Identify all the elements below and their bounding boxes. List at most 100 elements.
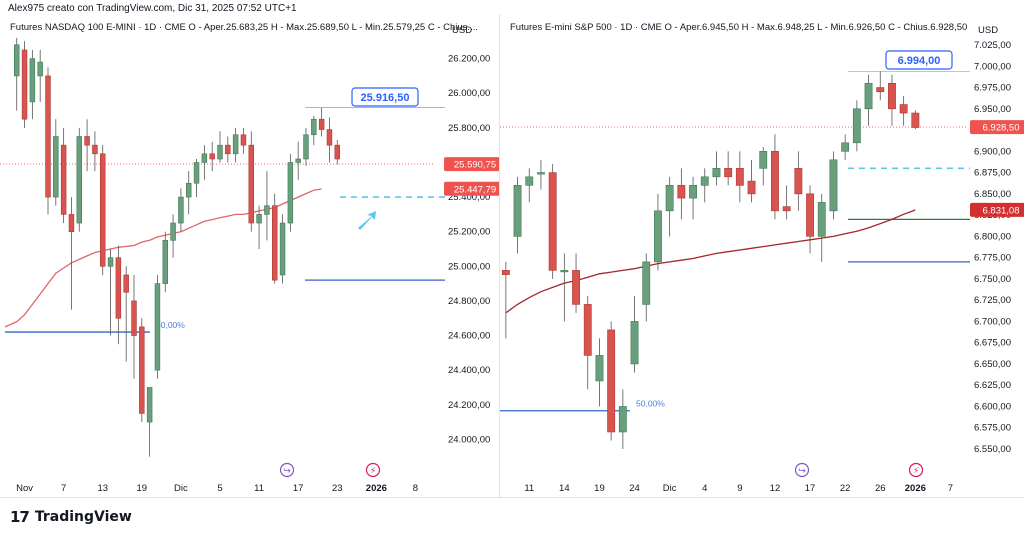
moving-average-tag: 25.447,79	[454, 184, 496, 195]
x-tick-label: 24	[629, 483, 640, 494]
candle	[665, 176, 674, 237]
candle	[548, 164, 557, 279]
candle-body	[279, 222, 286, 276]
y-tick-label: 6.875,00	[974, 168, 1011, 179]
y-tick-label: 6.650,00	[974, 359, 1011, 370]
candle-body	[677, 185, 686, 199]
candle	[193, 159, 200, 198]
candle	[583, 295, 592, 390]
candle-body	[37, 61, 43, 77]
author-line: Alex975 creato con TradingView.com, Dic …	[8, 3, 297, 14]
candle-body	[911, 112, 920, 128]
candle-body	[829, 159, 838, 212]
svg-text:↪: ↪	[798, 467, 806, 477]
x-tick-label: 9	[737, 483, 742, 494]
candle	[864, 74, 873, 126]
candle	[14, 37, 20, 111]
y-tick-label: 6.675,00	[974, 338, 1011, 349]
x-tick-label: 8	[413, 483, 418, 494]
y-tick-label: 6.700,00	[974, 316, 1011, 327]
nasdaq-legend: Futures NASDAQ 100 E-MINI · 1D · CME O -…	[10, 22, 478, 33]
x-tick-label: 7	[61, 483, 66, 494]
candle	[572, 253, 580, 313]
tradingview-name: TradingView	[34, 509, 132, 525]
y-tick-label: 25.000,00	[448, 261, 490, 272]
y-tick-label: 6.750,00	[974, 274, 1011, 285]
candle	[829, 151, 838, 220]
candle-body	[60, 144, 67, 215]
candle	[334, 139, 340, 165]
candle-body	[209, 153, 215, 160]
candle	[677, 168, 686, 220]
candle	[115, 245, 122, 345]
sp500-chart-canvas[interactable]: 7.025,007.000,006.975,006.950,006.925,00…	[500, 14, 1024, 498]
candle-body	[654, 210, 662, 263]
candle-body	[170, 222, 176, 241]
candle	[53, 119, 59, 206]
candle-body	[583, 304, 592, 356]
y-tick-label: 24.400,00	[448, 365, 490, 376]
candle-body	[123, 274, 129, 293]
x-tick-label: 22	[840, 483, 851, 494]
candle-body	[642, 261, 651, 305]
candle-body	[217, 144, 223, 160]
candle	[303, 127, 309, 166]
candle	[186, 171, 192, 215]
fib-label: 50,00%	[636, 399, 665, 409]
x-tick-label: Dic	[663, 483, 677, 494]
candle	[225, 136, 231, 163]
candle	[37, 49, 43, 102]
candle-body	[84, 136, 90, 146]
candle-body	[256, 214, 262, 224]
up-arrow-icon	[358, 211, 376, 230]
candle	[771, 134, 779, 220]
candle	[841, 134, 850, 160]
candle-body	[154, 283, 161, 371]
nasdaq-chart-canvas[interactable]: 26.200,00 26.000,00 25.800,00 25.400,00 25.2…	[0, 14, 500, 498]
dividend-icon[interactable]: ↪	[794, 462, 810, 478]
candle	[794, 151, 803, 211]
candle	[876, 71, 885, 101]
candle-body	[225, 144, 231, 155]
candle-body	[572, 270, 580, 305]
candle	[852, 100, 861, 152]
y-tick-label: 6.550,00	[974, 444, 1011, 455]
candle	[272, 193, 278, 284]
dividend-icon[interactable]: ↪	[279, 462, 295, 478]
candle-body	[248, 144, 254, 224]
candle-body	[841, 142, 850, 152]
candle	[107, 249, 114, 336]
tradingview-brand[interactable]: 17 TradingView	[10, 508, 132, 526]
last-price-tag: 25.590,75	[454, 160, 496, 171]
candle-body	[724, 168, 733, 178]
candle	[287, 153, 294, 232]
sp500-chart-panel[interactable]: 7.025,007.000,006.975,006.950,006.925,00…	[500, 14, 1024, 498]
candle	[100, 145, 106, 275]
nasdaq-chart-panel[interactable]: 26.200,00 26.000,00 25.800,00 25.400,00 25.2…	[0, 14, 500, 498]
flash-icon[interactable]: ⚡	[365, 462, 381, 478]
candle-body	[771, 151, 779, 212]
candle-body	[899, 104, 908, 114]
candle-body	[864, 82, 873, 110]
y-tick-label: 6.800,00	[974, 231, 1011, 242]
x-tick-label: 13	[97, 483, 108, 494]
flash-icon[interactable]: ⚡	[908, 462, 924, 478]
candle-body	[318, 118, 325, 130]
candle-body	[178, 196, 184, 224]
y-tick-label: 7.000,00	[974, 61, 1011, 72]
candle	[724, 151, 733, 186]
y-tick-label: 24.800,00	[448, 296, 490, 307]
y-tick-label: 6.600,00	[974, 401, 1011, 412]
y-tick-label: 24.600,00	[448, 331, 490, 342]
panel-divider[interactable]	[499, 14, 500, 498]
candle	[29, 49, 36, 120]
candle-body	[14, 44, 20, 77]
x-tick-label: 26	[875, 483, 886, 494]
candle	[595, 338, 604, 407]
candle	[618, 389, 627, 449]
candle	[60, 127, 67, 224]
candle-body	[334, 144, 340, 160]
candle-body	[888, 82, 896, 110]
candle-body	[712, 168, 721, 178]
candle	[311, 115, 317, 146]
